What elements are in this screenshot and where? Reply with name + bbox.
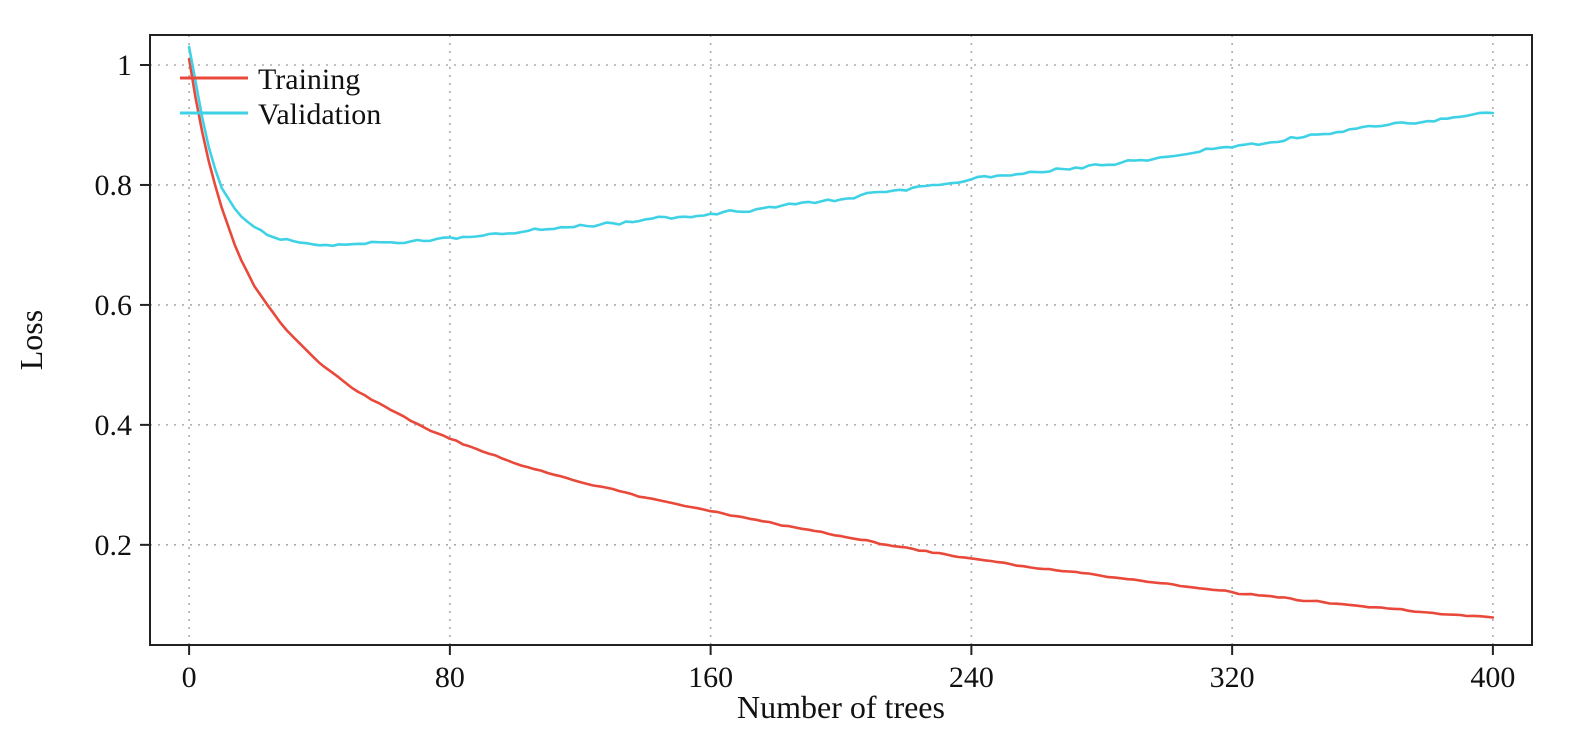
x-tick-label: 240 (949, 661, 994, 694)
y-tick-label: 1 (117, 49, 132, 82)
x-tick-label: 0 (182, 661, 197, 694)
series-line-training (187, 57, 1495, 619)
y-tick-label: 0.8 (95, 169, 133, 202)
legend-label-training: Training (258, 63, 360, 96)
plot-frame (149, 34, 1533, 646)
y-tick-label: 0.2 (95, 529, 133, 562)
x-tick-label: 160 (688, 661, 733, 694)
x-tick-label: 80 (435, 661, 465, 694)
legend-label-validation: Validation (258, 98, 381, 131)
x-axis-label: Number of trees (737, 689, 945, 725)
series-line-validation (187, 45, 1495, 248)
y-axis-label: Loss (13, 310, 49, 370)
x-tick-label: 320 (1210, 661, 1255, 694)
x-tick-label: 400 (1470, 661, 1515, 694)
y-tick-label: 0.6 (95, 289, 133, 322)
y-tick-label: 0.4 (95, 409, 133, 442)
